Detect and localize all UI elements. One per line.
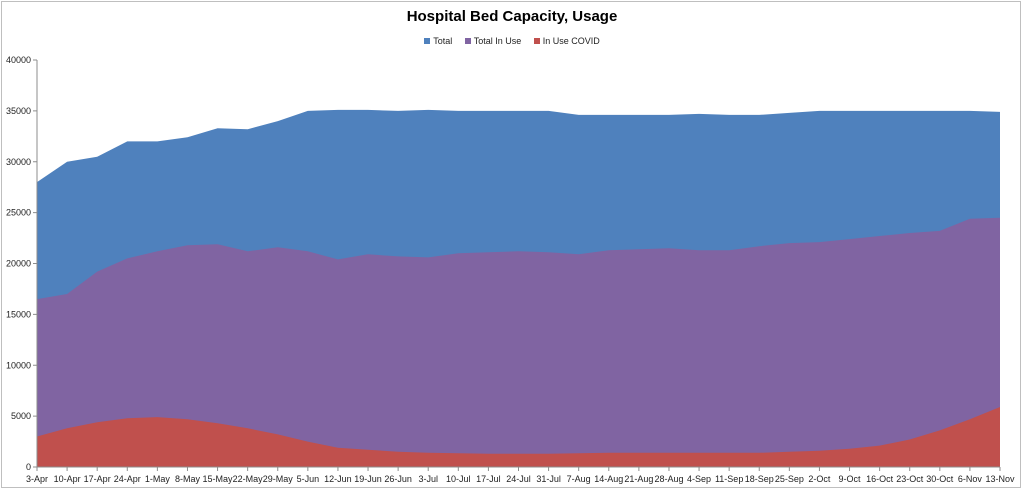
- x-tick-label: 12-Jun: [324, 474, 352, 484]
- y-tick-label: 0: [26, 462, 31, 472]
- y-tick-label: 5000: [11, 411, 31, 421]
- x-tick-label: 24-Apr: [114, 474, 141, 484]
- legend-swatch-in-use-covid: [533, 37, 540, 44]
- x-tick-label: 7-Aug: [567, 474, 591, 484]
- x-tick-label: 23-Oct: [896, 474, 924, 484]
- x-tick-label: 29-May: [263, 474, 294, 484]
- legend: Total Total In Use In Use COVID: [0, 36, 1024, 46]
- x-tick-label: 17-Apr: [84, 474, 111, 484]
- x-tick-label: 30-Oct: [926, 474, 954, 484]
- area-series-total-in-use: [37, 217, 1000, 467]
- x-tick-label: 13-Nov: [985, 474, 1015, 484]
- x-tick-label: 2-Oct: [808, 474, 831, 484]
- x-tick-label: 28-Aug: [654, 474, 683, 484]
- x-tick-label: 31-Jul: [536, 474, 561, 484]
- x-tick-label: 6-Nov: [958, 474, 983, 484]
- x-tick-label: 15-May: [203, 474, 234, 484]
- area-series-in-use-covid: [37, 407, 1000, 467]
- x-tick-label: 18-Sep: [745, 474, 774, 484]
- x-tick-label: 17-Jul: [476, 474, 501, 484]
- y-tick-label: 30000: [6, 157, 31, 167]
- legend-item-total-in-use: Total In Use: [464, 36, 522, 46]
- x-tick-label: 19-Jun: [354, 474, 382, 484]
- x-tick-label: 24-Jul: [506, 474, 531, 484]
- x-tick-label: 4-Sep: [687, 474, 711, 484]
- y-tick-label: 10000: [6, 360, 31, 370]
- legend-label-total: Total: [433, 36, 453, 46]
- x-tick-label: 14-Aug: [594, 474, 623, 484]
- legend-item-total: Total: [424, 36, 452, 46]
- y-tick-label: 25000: [6, 208, 31, 218]
- x-tick-label: 26-Jun: [384, 474, 412, 484]
- y-tick-label: 35000: [6, 106, 31, 116]
- x-tick-label: 9-Oct: [839, 474, 862, 484]
- x-tick-label: 25-Sep: [775, 474, 804, 484]
- x-tick-label: 11-Sep: [715, 474, 743, 484]
- x-tick-label: 1-May: [145, 474, 171, 484]
- legend-item-in-use-covid: In Use COVID: [533, 36, 600, 46]
- legend-swatch-total: [424, 37, 431, 44]
- x-tick-label: 10-Apr: [54, 474, 81, 484]
- x-tick-label: 16-Oct: [866, 474, 894, 484]
- x-tick-label: 10-Jul: [446, 474, 471, 484]
- y-tick-label: 15000: [6, 309, 31, 319]
- x-tick-label: 3-Apr: [26, 474, 48, 484]
- legend-swatch-total-in-use: [464, 37, 471, 44]
- y-tick-label: 20000: [6, 259, 31, 269]
- x-tick-label: 22-May: [233, 474, 264, 484]
- x-tick-label: 21-Aug: [624, 474, 653, 484]
- chart-title: Hospital Bed Capacity, Usage: [406, 8, 618, 25]
- x-tick-label: 8-May: [175, 474, 201, 484]
- legend-label-total-in-use: Total In Use: [473, 36, 522, 46]
- x-tick-label: 5-Jun: [297, 474, 320, 484]
- legend-label-in-use-covid: In Use COVID: [542, 36, 600, 46]
- x-tick-label: 3-Jul: [418, 474, 438, 484]
- y-tick-label: 40000: [6, 55, 31, 65]
